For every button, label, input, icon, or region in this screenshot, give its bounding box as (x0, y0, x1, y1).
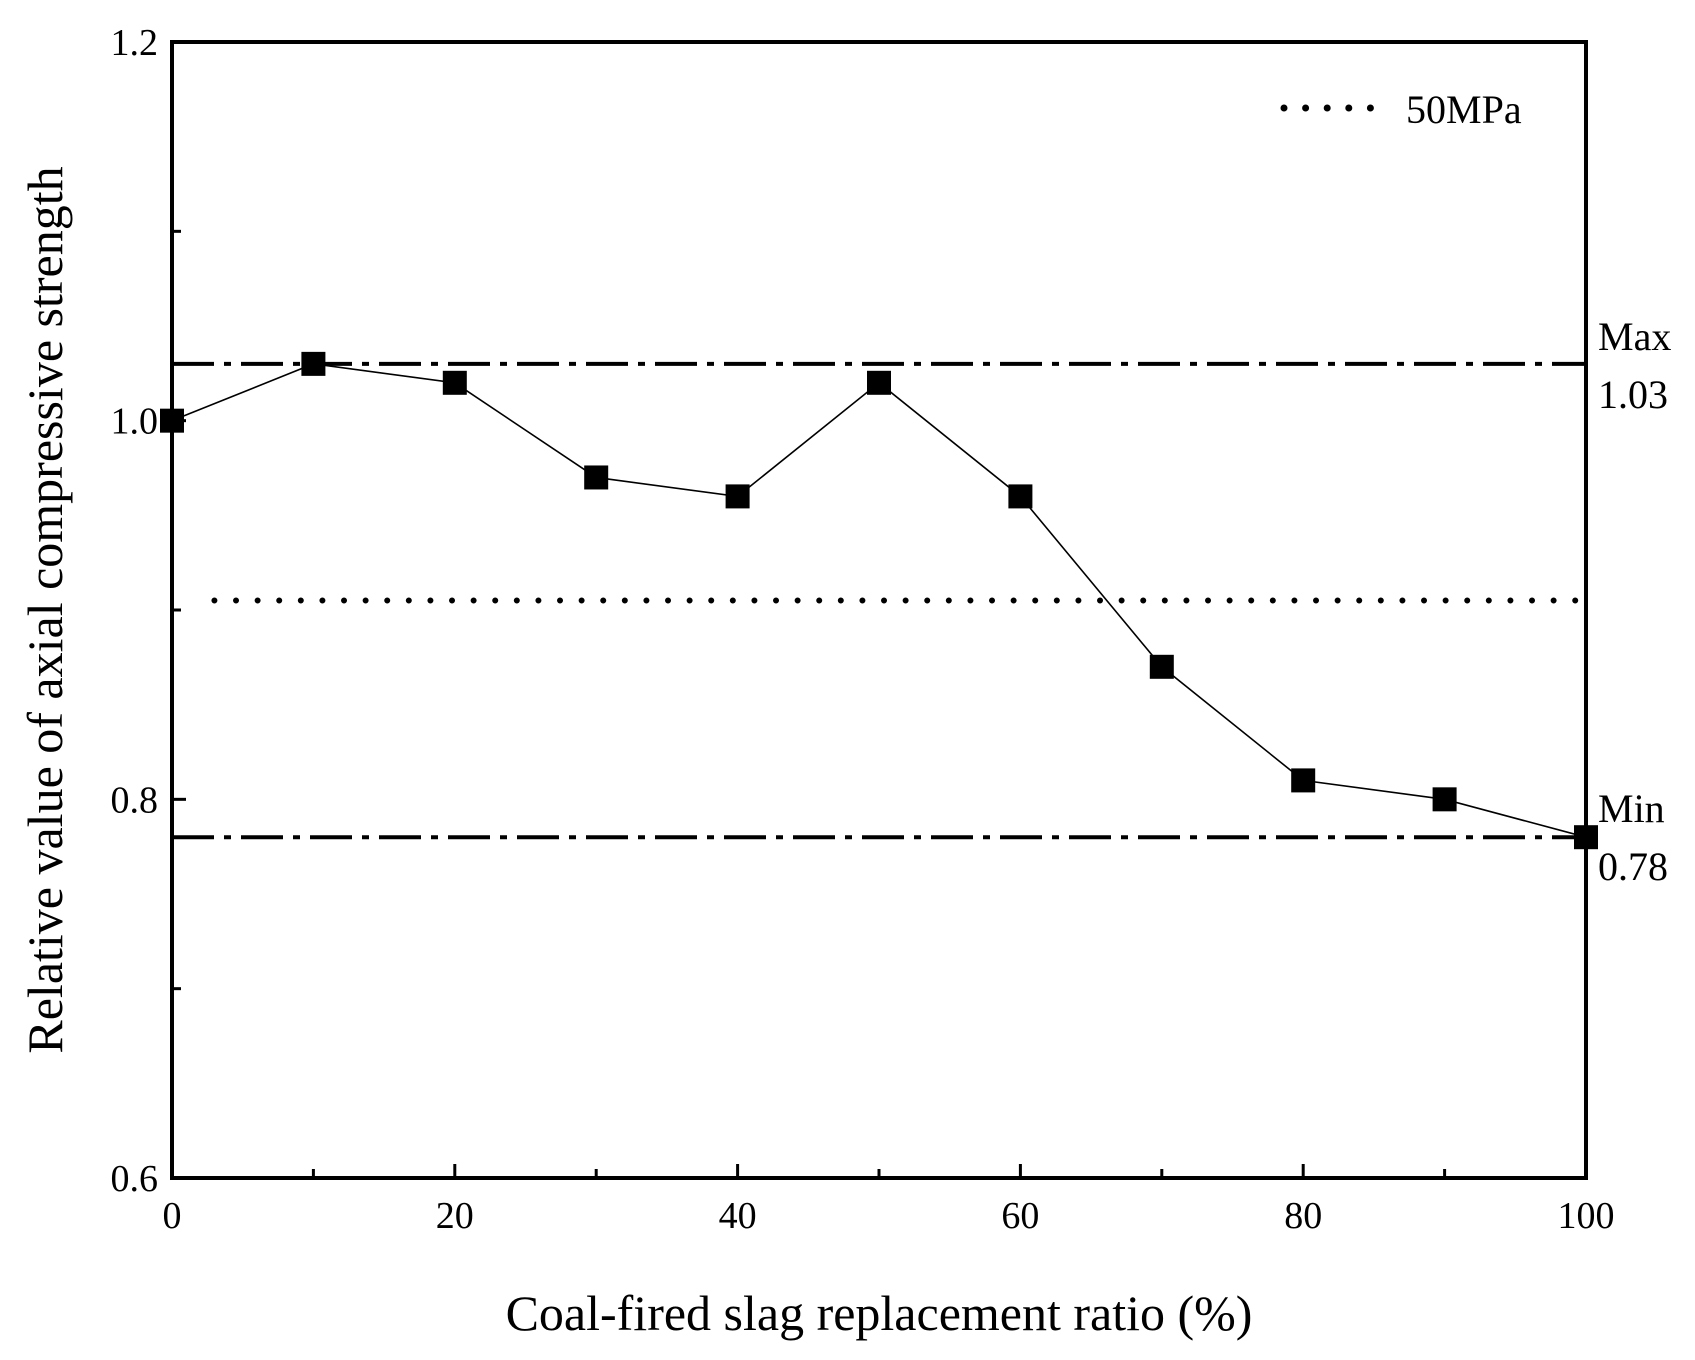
y-tick-label: 1.2 (111, 22, 159, 64)
legend-label-50mpa: 50MPa (1406, 87, 1522, 132)
x-tick-label: 100 (1558, 1195, 1615, 1237)
axis-tick-labels: 0 20 40 60 80 100 0.6 0.8 1.0 1.2 (111, 22, 1615, 1237)
min-value: 0.78 (1598, 844, 1668, 889)
x-tick-label: 20 (436, 1195, 474, 1237)
max-value: 1.03 (1598, 372, 1668, 417)
plot-frame (170, 40, 1588, 1180)
data-point (1149, 654, 1174, 679)
x-axis-title: Coal-fired slag replacement ratio (%) (506, 1285, 1253, 1341)
data-point (301, 351, 326, 376)
data-point (867, 370, 891, 395)
x-tick-label: 40 (719, 1195, 757, 1237)
legend: 50MPa (1280, 87, 1522, 132)
x-tick-label: 80 (1284, 1195, 1322, 1237)
y-axis-title: Relative value of axial compressive stre… (17, 166, 73, 1053)
y-tick-label: 0.6 (111, 1158, 159, 1200)
reference-lines (172, 361, 1589, 840)
y-tick-label: 1.0 (111, 401, 159, 443)
max-label: Max (1598, 314, 1671, 359)
y-tick-label: 0.8 (111, 779, 159, 821)
data-point (584, 465, 609, 490)
min-label: Min (1598, 786, 1665, 831)
data-point (725, 484, 750, 509)
data-point (1432, 787, 1457, 812)
data-point (1291, 768, 1316, 793)
x-tick-label: 60 (1001, 1195, 1039, 1237)
axis-ticks (170, 40, 1588, 1180)
x-tick-label: 0 (163, 1195, 182, 1237)
series-line (171, 363, 1587, 838)
data-point (1008, 484, 1033, 509)
data-point (442, 370, 467, 395)
